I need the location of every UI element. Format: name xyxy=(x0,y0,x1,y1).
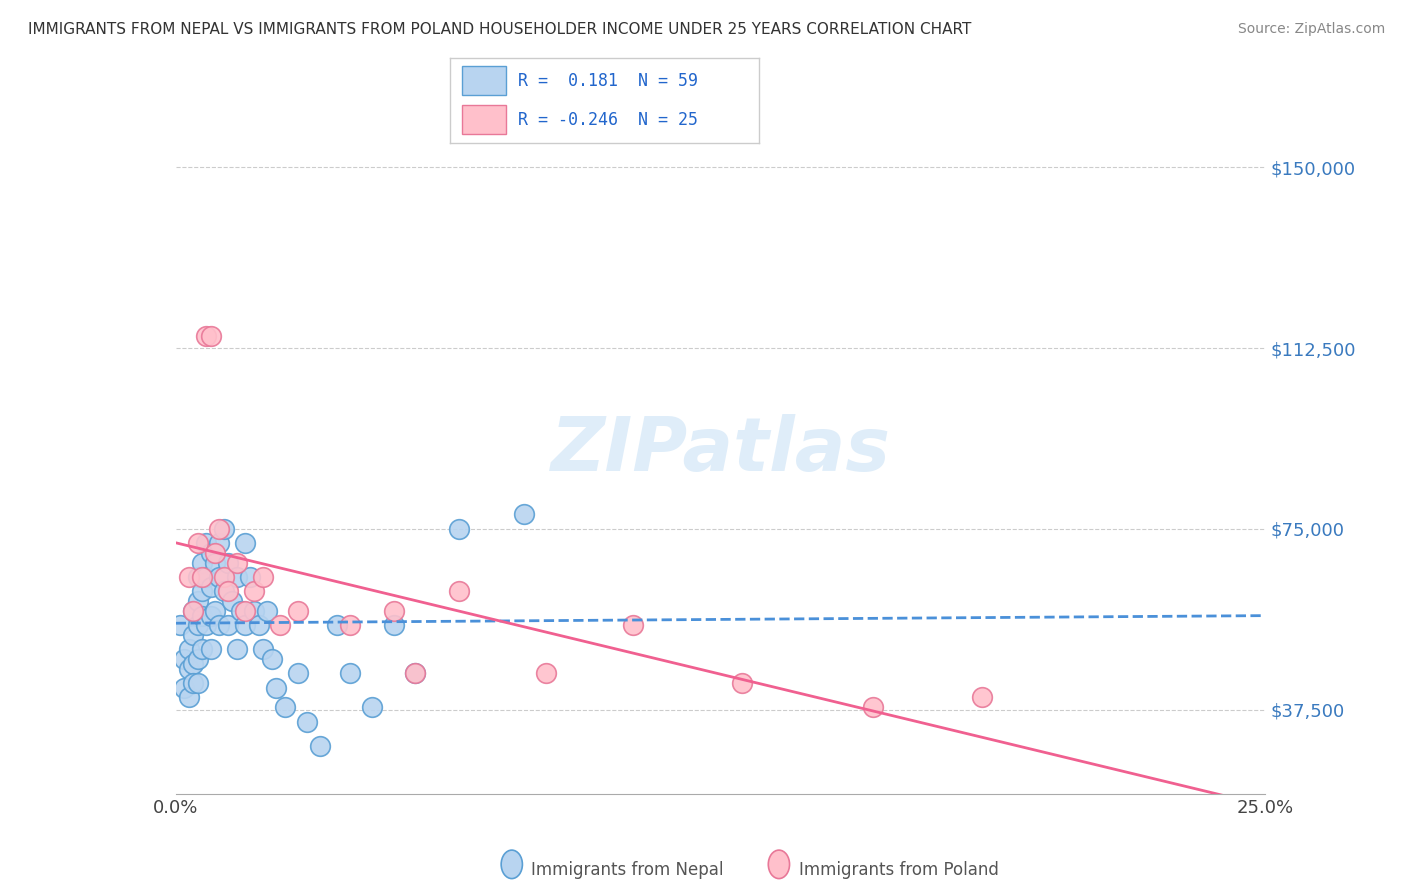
Point xyxy=(177,662,200,676)
Point xyxy=(447,584,470,599)
Point xyxy=(181,604,204,618)
Point xyxy=(235,604,257,618)
Point xyxy=(217,584,239,599)
Point xyxy=(274,700,297,714)
Point xyxy=(200,580,222,594)
Point xyxy=(186,570,209,584)
Point xyxy=(382,618,405,632)
Point xyxy=(225,570,247,584)
Point xyxy=(208,570,231,584)
Point xyxy=(195,618,218,632)
Point xyxy=(181,604,204,618)
Point xyxy=(177,642,200,657)
Point xyxy=(186,676,209,690)
Point xyxy=(191,584,214,599)
Point xyxy=(186,652,209,666)
Point xyxy=(239,570,262,584)
Text: Source: ZipAtlas.com: Source: ZipAtlas.com xyxy=(1237,22,1385,37)
Point xyxy=(295,714,318,729)
Point xyxy=(212,570,235,584)
Point xyxy=(191,608,214,623)
Point xyxy=(217,618,239,632)
Point xyxy=(862,700,884,714)
Point xyxy=(208,536,231,550)
Point xyxy=(177,690,200,705)
Point xyxy=(173,681,195,695)
Text: ZIPatlas: ZIPatlas xyxy=(551,414,890,487)
Point xyxy=(405,666,427,681)
Point xyxy=(252,642,274,657)
Point xyxy=(186,536,209,550)
Point xyxy=(208,522,231,536)
Point xyxy=(339,666,361,681)
Point xyxy=(186,618,209,632)
Point xyxy=(235,618,257,632)
Point xyxy=(269,618,291,632)
Circle shape xyxy=(501,850,523,879)
Point xyxy=(191,570,214,584)
Point xyxy=(247,618,270,632)
Point xyxy=(360,700,382,714)
Point xyxy=(208,618,231,632)
Point xyxy=(231,604,253,618)
Point xyxy=(731,676,754,690)
Point xyxy=(181,628,204,642)
Point xyxy=(243,584,266,599)
Point xyxy=(204,546,226,560)
Point xyxy=(204,556,226,570)
Point xyxy=(204,604,226,618)
Point xyxy=(513,508,536,522)
Point xyxy=(200,642,222,657)
Point xyxy=(243,604,266,618)
Point xyxy=(195,570,218,584)
Point xyxy=(181,676,204,690)
Point xyxy=(326,618,349,632)
Point xyxy=(264,681,287,695)
Text: R =  0.181  N = 59: R = 0.181 N = 59 xyxy=(517,72,697,90)
Circle shape xyxy=(768,850,790,879)
Point xyxy=(221,594,243,608)
Point xyxy=(382,604,405,618)
Point xyxy=(225,556,247,570)
Point xyxy=(173,652,195,666)
Text: IMMIGRANTS FROM NEPAL VS IMMIGRANTS FROM POLAND HOUSEHOLDER INCOME UNDER 25 YEAR: IMMIGRANTS FROM NEPAL VS IMMIGRANTS FROM… xyxy=(28,22,972,37)
Point xyxy=(235,536,257,550)
Point xyxy=(534,666,557,681)
Point xyxy=(191,556,214,570)
Point xyxy=(225,642,247,657)
Point xyxy=(252,570,274,584)
Point xyxy=(287,666,309,681)
Point xyxy=(212,522,235,536)
Point xyxy=(186,594,209,608)
Bar xyxy=(463,105,506,134)
Point xyxy=(217,556,239,570)
Point xyxy=(169,618,191,632)
Point xyxy=(195,329,218,343)
Point xyxy=(200,329,222,343)
Point xyxy=(287,604,309,618)
Point xyxy=(200,546,222,560)
Point xyxy=(970,690,993,705)
Bar xyxy=(463,67,506,95)
Text: Immigrants from Poland: Immigrants from Poland xyxy=(799,861,998,879)
Point xyxy=(177,570,200,584)
Text: Immigrants from Nepal: Immigrants from Nepal xyxy=(531,861,724,879)
Point xyxy=(195,536,218,550)
Point xyxy=(212,584,235,599)
Text: R = -0.246  N = 25: R = -0.246 N = 25 xyxy=(517,111,697,128)
Point xyxy=(621,618,644,632)
Point xyxy=(447,522,470,536)
Point xyxy=(181,657,204,671)
Point xyxy=(260,652,283,666)
Point xyxy=(308,739,330,753)
Point xyxy=(339,618,361,632)
Point xyxy=(191,642,214,657)
Point xyxy=(256,604,278,618)
Point xyxy=(405,666,427,681)
Point xyxy=(200,608,222,623)
